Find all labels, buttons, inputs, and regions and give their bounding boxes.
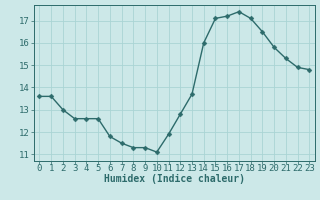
X-axis label: Humidex (Indice chaleur): Humidex (Indice chaleur) — [104, 174, 245, 184]
